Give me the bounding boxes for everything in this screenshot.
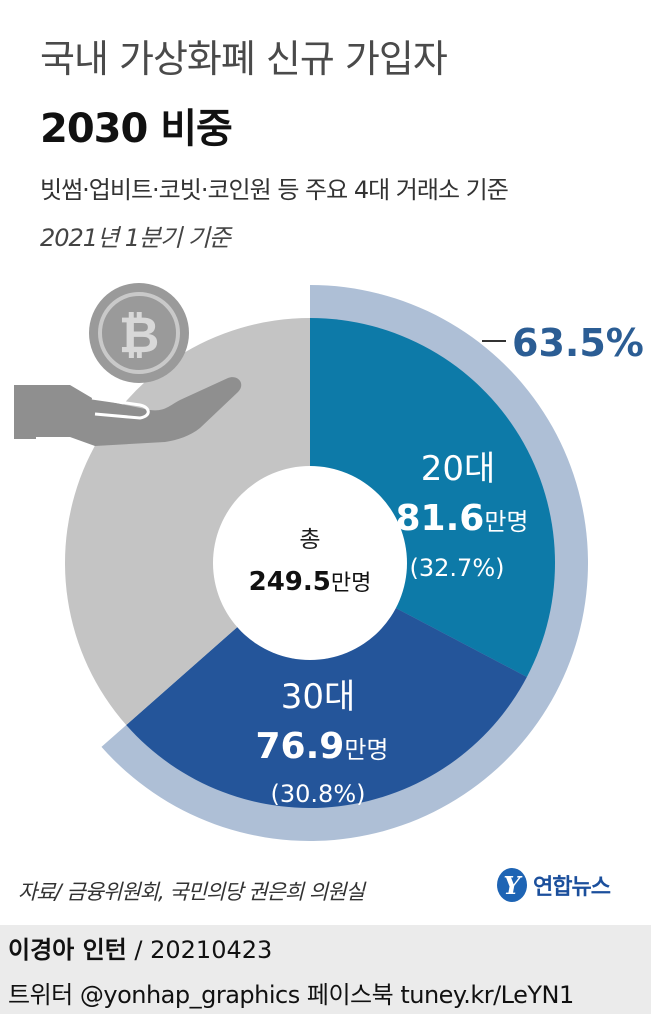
bitcoin-hand-icon: ₿: [14, 283, 242, 446]
bitcoin-symbol-icon: ₿: [119, 306, 160, 364]
bitcoin-coin: [89, 283, 189, 383]
social-links[interactable]: 트위터 @yonhap_graphics 페이스북 tuney.kr/LeYN1: [8, 981, 574, 1009]
slice-30s-percent: (30.8%): [271, 780, 366, 808]
slice-30s-value: 76.9만명: [256, 726, 389, 767]
slice-20s-value: 81.6만명: [396, 498, 529, 539]
brand-logo: Y 연합뉴스: [497, 868, 611, 902]
donut-hole: [213, 466, 407, 660]
center-total-value: 249.5만명: [249, 567, 372, 597]
slice-20s-percent: (32.7%): [410, 554, 505, 582]
footer-bar: [0, 925, 651, 1014]
chart-period: 2021년 1분기 기준: [40, 224, 231, 252]
yonhap-logo-icon: Y: [497, 868, 527, 902]
center-total-label: 총: [299, 527, 320, 553]
source-note: 자료/ 금융위원회, 국민의당 권은희 의원실: [18, 880, 365, 904]
pie-slice-30s: [126, 563, 527, 808]
credit-date: / 20210423: [134, 936, 273, 964]
donut-chart: ₿ 63.5% 총 249.5만명 20대 81.6만명 (32.7%) 30대…: [14, 283, 644, 842]
chart-description: 빗썸·업비트·코빗·코인원 등 주요 4대 거래소 기준: [40, 176, 509, 204]
hand-icon: [30, 377, 242, 446]
slice-20s-name: 20대: [421, 449, 496, 489]
slice-30s-name: 30대: [281, 677, 356, 717]
credit-line: 이경아 인턴 / 20210423: [8, 930, 272, 965]
chart-subtitle: 2030 비중: [40, 106, 233, 152]
brand-name: 연합뉴스: [533, 875, 611, 900]
credit-name: 이경아 인턴: [8, 936, 127, 964]
combined-percent-label: 63.5%: [512, 321, 644, 365]
chart-title: 국내 가상화폐 신규 가입자: [40, 37, 448, 81]
